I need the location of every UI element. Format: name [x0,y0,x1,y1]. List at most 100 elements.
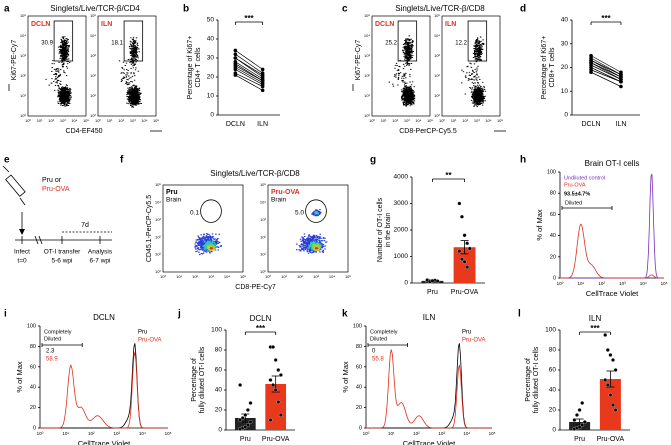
y-tick-label: 10⁴ [364,33,370,38]
y-axis-label: Percentage of [525,358,532,402]
x-axis-label: CD4-EF450 [66,128,103,135]
x-tick-label: Pru [427,289,438,296]
gate [305,199,327,223]
y-tick-label: 10² [364,73,370,78]
significance-label: *** [590,324,600,333]
data-point [603,378,608,382]
data-point [243,425,248,429]
paired-line [235,72,263,87]
x-tick-label: 10² [392,118,398,123]
y-tick-label: 10³ [260,217,266,222]
x-tick-label: DCLN [582,121,601,128]
y-tick-label: 0 [553,275,556,281]
significance-label: *** [601,14,611,23]
stat-value: 55.8 [372,357,384,363]
data-point [271,383,276,387]
significance-label: ** [445,171,452,180]
x-tick-label: 10¹ [107,118,113,123]
x-tick-label: 10⁴ [463,431,470,436]
y-tick-label: 40 [549,387,557,394]
x-tick-label: 10³ [619,281,626,286]
y-tick-label: 0 [404,280,408,287]
y-tick-label: 10⁰ [90,113,96,118]
x-tick-label: 10¹ [281,274,287,279]
legend-entry: Undiluted control [564,175,605,181]
data-point [435,279,440,284]
data-point [619,84,623,89]
gate-label: Completely [44,329,72,335]
data-point [430,278,435,283]
y-tick-label: 10⁰ [434,113,440,118]
x-tick-label: ILN [257,121,268,128]
panel-title: Singlets/Live/TCR-β/CD4 [50,4,140,13]
panel-title: Singlets/Live/TCR-β/CD8 [395,4,485,13]
x-axis-label: CellTrace Violet [78,439,131,445]
y-tick-label: 10⁴ [155,199,161,204]
gate-value: 30.9 [41,41,53,47]
panel-label: i [4,309,7,320]
y-tick-label: 4000 [394,174,409,181]
paired-line [235,65,263,82]
x-tick-label: 10¹ [578,281,585,286]
y-axis-label: Percentage of Ki67+ [187,36,194,100]
y-tick-label: 60 [550,212,556,218]
data-point [611,358,615,362]
y-tick-label: 10⁵ [364,13,370,18]
y-tick-label: 10⁴ [260,199,266,204]
x-tick-label: 10¹ [381,118,387,123]
histogram-curve [40,351,168,429]
data-point [608,353,613,357]
legend-entry: Pru-OVA [462,338,486,344]
gate [467,20,488,62]
cell-dots [461,36,487,108]
x-tick-label: 10⁵ [427,118,433,123]
y-axis-label: Ki67-PE-Cy7 [355,40,362,81]
data-point [580,401,585,405]
plot-frame [27,15,87,117]
panel-label: l [518,309,521,320]
step-label: OT-I transfer [44,249,81,256]
y-tick-label: 10⁴ [90,33,96,38]
syringe-plunger [2,165,10,173]
data-point [460,257,464,262]
paired-line [235,67,263,84]
gate-value: 12.2 [455,41,467,47]
data-point [278,373,283,377]
data-point [465,265,470,270]
y-tick-label: 100 [545,327,556,334]
data-point [462,259,467,264]
x-tick-label: 10⁴ [485,118,491,123]
y-tick-label: 10¹ [434,93,440,98]
tissue-label: Brain [166,197,182,204]
data-point [613,368,618,372]
syringe-needle [19,197,26,206]
y-tick-label: 40 [550,233,556,239]
duration-label: 7d [81,222,89,229]
significance-label: *** [256,324,266,333]
y-axis-label: in the brain [385,213,392,248]
cell-dots [313,210,320,215]
data-point [233,56,238,60]
y-tick-label: 20 [549,407,557,414]
legend-entry: Pru [462,330,471,336]
x-tick-label: 10⁴ [71,118,77,123]
y-tick-label: 10⁵ [260,182,266,187]
panel-label: h [520,155,526,166]
panel-label: b [183,4,189,15]
x-tick-label: 10⁰ [439,118,445,123]
legend-entry: Pru-OVA [138,338,162,344]
y-tick-label: 60 [215,367,223,374]
data-point [605,383,610,387]
data-point [278,413,283,417]
data-point [462,233,467,238]
gate-value: 25.2 [385,41,397,47]
panel-title: Singlets/Live/TCR-β/CD8 [210,169,300,178]
y-tick-label: 10² [260,234,266,239]
legend-entry: Pru [138,330,147,336]
panel-title: DCLN [250,314,272,323]
gate [123,20,144,62]
x-axis-label: CD8-PE-Cy7 [235,284,276,291]
data-point [603,333,608,337]
data-point [260,67,265,72]
y-tick-label: 100 [27,323,36,329]
